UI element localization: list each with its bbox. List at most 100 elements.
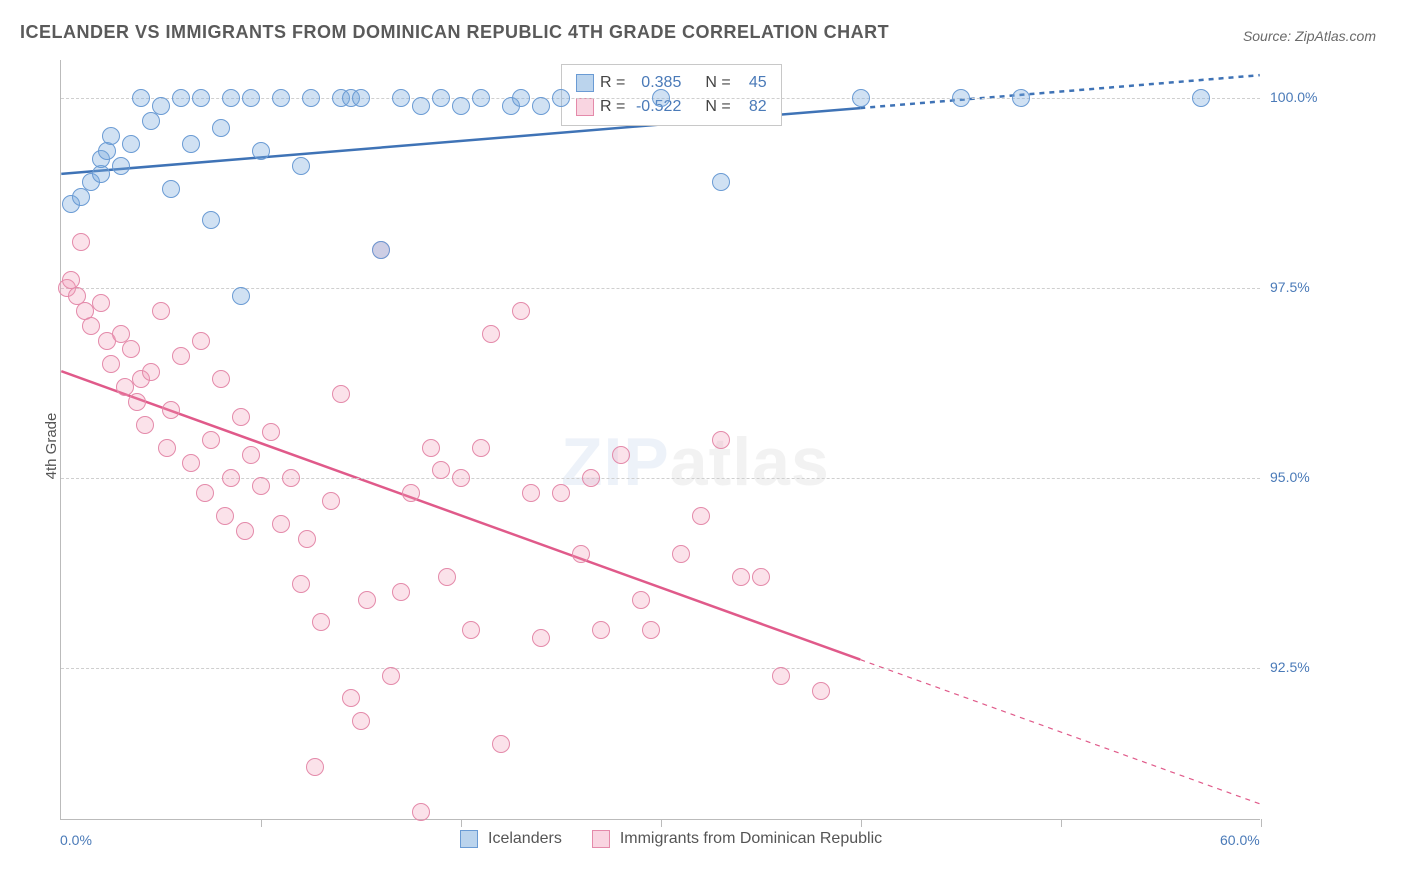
scatter-point-pink xyxy=(552,484,570,502)
scatter-point-pink xyxy=(202,431,220,449)
scatter-point-pink xyxy=(432,461,450,479)
scatter-point-pink xyxy=(158,439,176,457)
scatter-point-blue xyxy=(512,89,530,107)
scatter-point-pink xyxy=(312,613,330,631)
scatter-point-pink xyxy=(382,667,400,685)
scatter-point-blue xyxy=(112,157,130,175)
scatter-point-pink xyxy=(642,621,660,639)
scatter-point-pink xyxy=(82,317,100,335)
scatter-point-pink xyxy=(352,712,370,730)
y-tick-label: 95.0% xyxy=(1270,469,1310,485)
scatter-point-blue xyxy=(952,89,970,107)
x-tick-label: 60.0% xyxy=(1220,832,1260,848)
trendline-pink-solid xyxy=(61,371,860,659)
scatter-point-pink xyxy=(402,484,420,502)
scatter-point-pink xyxy=(522,484,540,502)
y-axis-label: 4th Grade xyxy=(43,413,60,480)
scatter-point-pink xyxy=(332,385,350,403)
scatter-point-pink xyxy=(128,393,146,411)
x-tick xyxy=(661,819,662,827)
scatter-point-blue xyxy=(142,112,160,130)
scatter-point-blue xyxy=(98,142,116,160)
scatter-point-pink xyxy=(182,454,200,472)
legend-swatch-pink xyxy=(592,830,610,848)
scatter-point-pink xyxy=(242,446,260,464)
scatter-point-pink xyxy=(422,439,440,457)
scatter-point-pink xyxy=(712,431,730,449)
scatter-point-pink xyxy=(262,423,280,441)
scatter-point-blue xyxy=(532,97,550,115)
scatter-point-pink xyxy=(772,667,790,685)
scatter-point-pink xyxy=(472,439,490,457)
scatter-point-pink xyxy=(216,507,234,525)
scatter-point-pink xyxy=(438,568,456,586)
scatter-point-blue xyxy=(212,119,230,137)
scatter-point-pink xyxy=(322,492,340,510)
legend-swatch-pink xyxy=(576,98,594,116)
scatter-point-pink xyxy=(298,530,316,548)
r-label: R = xyxy=(600,74,625,92)
y-tick-label: 97.5% xyxy=(1270,279,1310,295)
x-tick xyxy=(461,819,462,827)
scatter-point-blue xyxy=(712,173,730,191)
scatter-point-pink xyxy=(482,325,500,343)
scatter-point-blue xyxy=(272,89,290,107)
scatter-point-blue xyxy=(192,89,210,107)
scatter-point-pink xyxy=(452,469,470,487)
scatter-point-pink xyxy=(142,363,160,381)
x-tick xyxy=(1261,819,1262,827)
scatter-point-pink xyxy=(282,469,300,487)
scatter-point-pink xyxy=(236,522,254,540)
scatter-point-pink xyxy=(172,347,190,365)
watermark-atlas: atlas xyxy=(670,424,830,500)
n-value-pink: 82 xyxy=(737,98,767,116)
stats-legend-box: R = 0.385 N = 45 R = -0.522 N = 82 xyxy=(561,64,782,126)
scatter-point-blue xyxy=(162,180,180,198)
scatter-point-pink xyxy=(632,591,650,609)
scatter-point-blue xyxy=(102,127,120,145)
source-prefix: Source: xyxy=(1243,28,1295,44)
x-tick xyxy=(1061,819,1062,827)
scatter-point-pink xyxy=(752,568,770,586)
stats-row-blue: R = 0.385 N = 45 xyxy=(576,71,767,95)
scatter-point-blue xyxy=(432,89,450,107)
scatter-point-pink xyxy=(122,340,140,358)
scatter-point-pink xyxy=(462,621,480,639)
scatter-point-blue xyxy=(232,287,250,305)
r-label: R = xyxy=(600,98,625,116)
scatter-point-pink xyxy=(232,408,250,426)
x-tick-label: 0.0% xyxy=(60,832,92,848)
scatter-point-blue xyxy=(372,241,390,259)
scatter-point-blue xyxy=(252,142,270,160)
series-legend: Icelanders Immigrants from Dominican Repu… xyxy=(460,830,902,848)
source-link[interactable]: ZipAtlas.com xyxy=(1295,28,1376,44)
scatter-point-pink xyxy=(162,401,180,419)
legend-label-blue: Icelanders xyxy=(488,830,562,848)
y-tick-label: 92.5% xyxy=(1270,659,1310,675)
scatter-point-blue xyxy=(292,157,310,175)
scatter-point-pink xyxy=(102,355,120,373)
legend-label-pink: Immigrants from Dominican Republic xyxy=(620,830,882,848)
scatter-point-pink xyxy=(72,233,90,251)
scatter-point-blue xyxy=(222,89,240,107)
plot-area: ZIPatlas R = 0.385 N = 45 R = -0.522 N =… xyxy=(60,60,1260,820)
legend-swatch-blue xyxy=(576,74,594,92)
source-credit: Source: ZipAtlas.com xyxy=(1243,28,1376,44)
n-value-blue: 45 xyxy=(737,74,767,92)
scatter-point-blue xyxy=(172,89,190,107)
scatter-point-pink xyxy=(672,545,690,563)
x-tick xyxy=(261,819,262,827)
scatter-point-pink xyxy=(412,803,430,821)
scatter-point-blue xyxy=(1192,89,1210,107)
scatter-point-blue xyxy=(472,89,490,107)
scatter-point-blue xyxy=(652,89,670,107)
scatter-point-blue xyxy=(132,89,150,107)
scatter-point-pink xyxy=(192,332,210,350)
scatter-point-pink xyxy=(222,469,240,487)
scatter-point-pink xyxy=(196,484,214,502)
scatter-point-blue xyxy=(182,135,200,153)
legend-swatch-blue xyxy=(460,830,478,848)
scatter-point-pink xyxy=(92,294,110,312)
scatter-point-pink xyxy=(732,568,750,586)
scatter-point-pink xyxy=(342,689,360,707)
